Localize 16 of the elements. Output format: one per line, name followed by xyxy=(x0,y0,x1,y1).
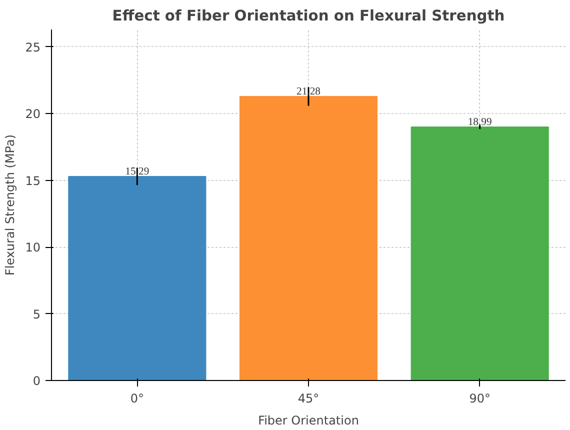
x-axis-title: Fiber Orientation xyxy=(258,414,359,428)
y-tick-label: 0 xyxy=(32,374,41,388)
y-axis-title: Flexural Strength (MPa) xyxy=(3,134,18,276)
bar xyxy=(239,96,378,380)
chart-title: Effect of Fiber Orientation on Flexural Strength xyxy=(112,8,505,24)
y-tick-label: 15 xyxy=(25,174,41,188)
y-tick-label: 10 xyxy=(25,240,41,255)
bar xyxy=(68,176,206,380)
y-tick-label: 25 xyxy=(25,40,41,54)
data-label: 18.99 xyxy=(468,117,492,128)
bar xyxy=(410,126,549,380)
y-tick-label: 20 xyxy=(25,107,41,122)
x-tick-label: 90° xyxy=(469,392,490,406)
x-tick-label: 0° xyxy=(130,392,144,406)
y-tick-label: 5 xyxy=(32,307,41,322)
x-tick-label: 45° xyxy=(298,392,320,406)
